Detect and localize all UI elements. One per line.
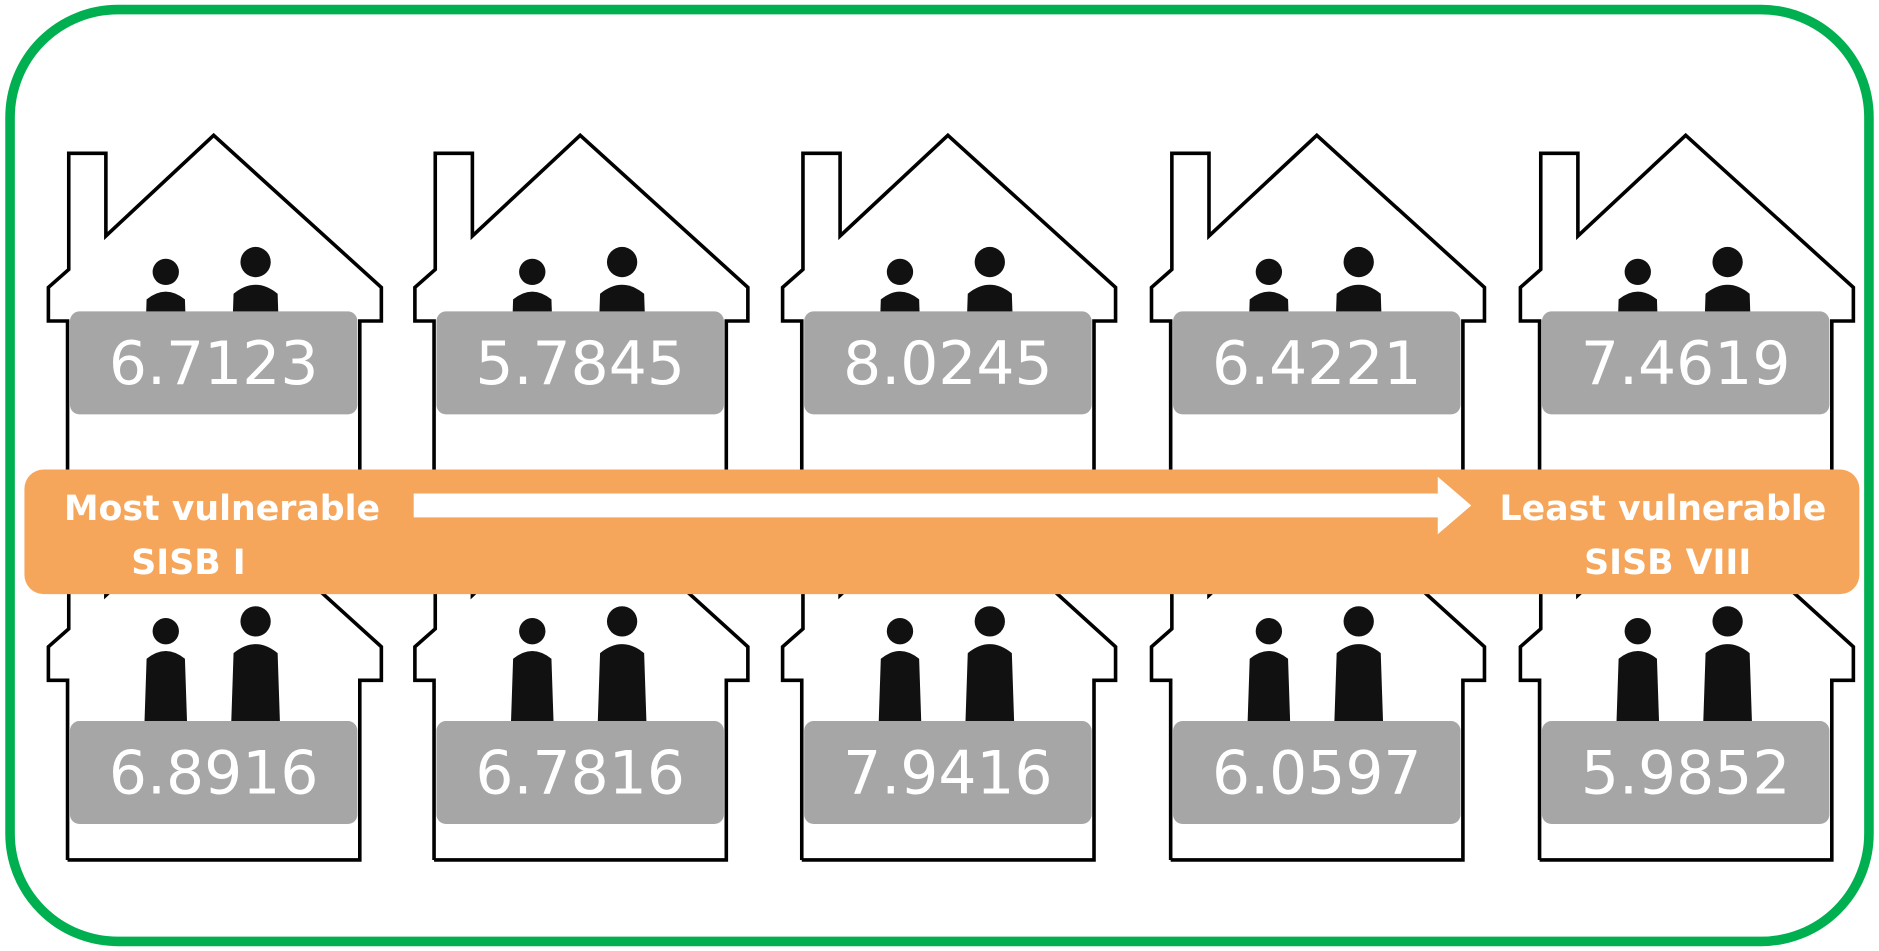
infographic: 6.7123 5.7845 8.0245 6.4221 7.4619 6.8916 6.78…	[0, 0, 1879, 951]
silhouette-head	[1256, 618, 1282, 644]
value-label: 5.7845	[475, 329, 685, 399]
silhouette-head	[607, 606, 637, 636]
silhouette-head	[607, 247, 637, 277]
silhouette-head	[153, 618, 179, 644]
silhouette-body	[1247, 651, 1290, 731]
silhouette-head	[1344, 247, 1374, 277]
silhouette-head	[1625, 618, 1651, 644]
silhouette-head	[887, 259, 913, 285]
value-label: 7.9416	[843, 739, 1053, 809]
silhouette-head	[1712, 606, 1742, 636]
value-label: 6.7123	[109, 329, 319, 399]
silhouette-head	[975, 247, 1005, 277]
page: {"houses": {"top": ["6.7123", "5.7845", …	[0, 0, 1879, 951]
silhouette-head	[240, 247, 270, 277]
silhouette-body	[144, 651, 187, 731]
silhouette-head	[153, 259, 179, 285]
silhouette-head	[1712, 247, 1742, 277]
silhouette-body	[511, 651, 554, 731]
value-label: 6.4221	[1212, 329, 1422, 399]
value-label: 8.0245	[843, 329, 1053, 399]
silhouette-head	[519, 618, 545, 644]
value-label: 6.0597	[1212, 739, 1422, 809]
silhouette-body	[878, 651, 921, 731]
silhouette-body	[1616, 651, 1659, 731]
banner-left-sub: SISB I	[131, 543, 245, 583]
banner-right-title: Least vulnerable	[1500, 489, 1827, 529]
value-label: 6.8916	[109, 739, 319, 809]
value-label: 7.4619	[1581, 329, 1791, 399]
silhouette-head	[519, 259, 545, 285]
value-label: 6.7816	[475, 739, 685, 809]
silhouette-head	[240, 606, 270, 636]
value-label: 5.9852	[1581, 739, 1791, 809]
silhouette-head	[887, 618, 913, 644]
banner-left-title: Most vulnerable	[64, 489, 380, 529]
banner-right-sub: SISB VIII	[1584, 543, 1751, 583]
silhouette-head	[1344, 606, 1374, 636]
silhouette-head	[1256, 259, 1282, 285]
silhouette-head	[1625, 259, 1651, 285]
silhouette-head	[975, 606, 1005, 636]
